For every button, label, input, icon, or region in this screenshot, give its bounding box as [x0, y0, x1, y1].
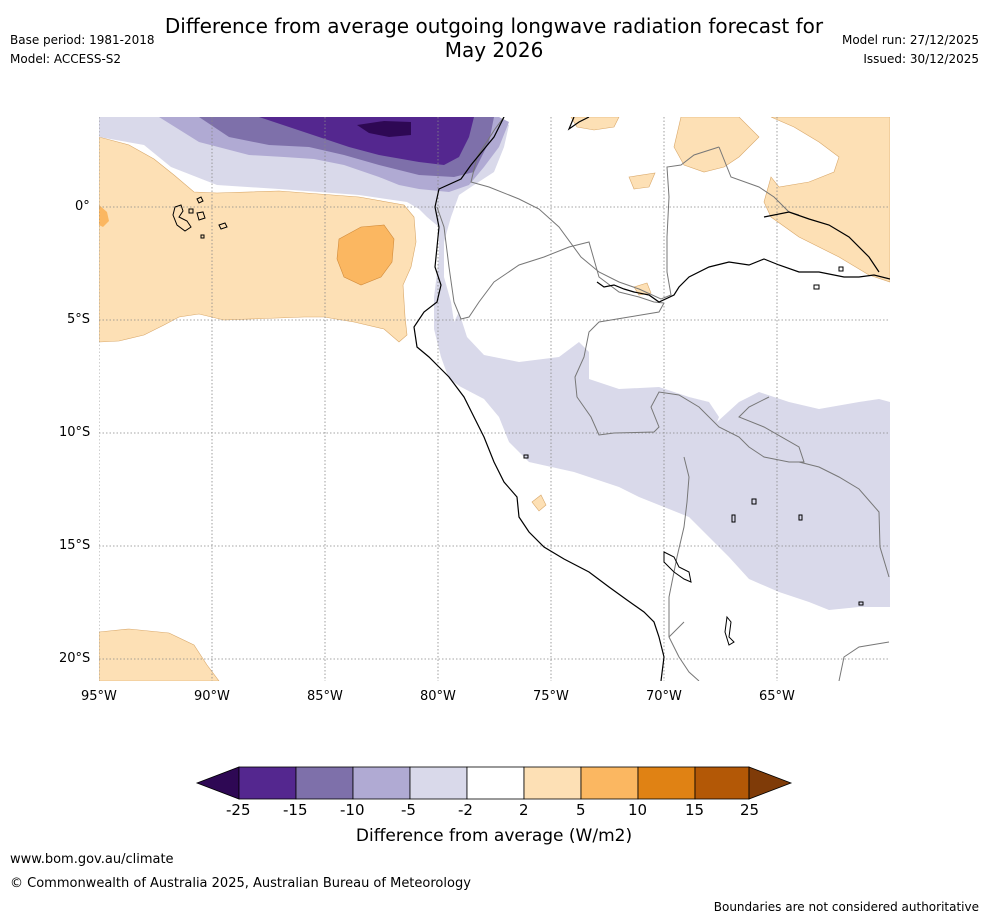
ocean-positive-anomaly	[99, 136, 417, 343]
footer-copyright: © Commonwealth of Australia 2025, Austra…	[10, 876, 471, 891]
lon-label-95w: 95°W	[81, 689, 117, 704]
issued-date: Issued: 30/12/2025	[863, 52, 979, 66]
negative-anomaly-15	[259, 117, 474, 165]
colorbar-bin-pos15	[694, 766, 750, 800]
colorbar-extend-high	[748, 766, 793, 800]
lat-label-0: 0°	[75, 199, 90, 214]
footer-url[interactable]: www.bom.gov.au/climate	[10, 852, 174, 867]
south-positive-anomaly	[99, 628, 220, 681]
negative-anomaly-2	[99, 117, 890, 610]
colorbar-tick: 2	[519, 801, 529, 819]
colorbar-label: Difference from average (W/m2)	[355, 826, 633, 846]
colorbar-tick: -10	[340, 801, 365, 819]
colorbar-tick: 25	[740, 801, 760, 819]
north-positive-anomaly-2	[673, 117, 760, 173]
colorbar-tick: -5	[401, 801, 416, 819]
colorbar-tick: 10	[628, 801, 648, 819]
lon-label-65w: 65°W	[759, 689, 795, 704]
lat-label-15s: 15°S	[59, 538, 91, 553]
colorbar-bin-pos5	[580, 766, 639, 800]
colorbar-bin-neg5	[409, 766, 468, 800]
edge-positive-anomaly	[99, 205, 109, 227]
lon-label-80w: 80°W	[420, 689, 456, 704]
small-positive-anomaly-1	[628, 172, 656, 190]
lat-label-20s: 20°S	[59, 651, 91, 666]
colorbar-tick: 15	[685, 801, 705, 819]
lat-label-10s: 10°S	[59, 425, 91, 440]
map-title: Difference from average outgoing longwav…	[0, 14, 988, 62]
colorbar-bin-neg10	[352, 766, 411, 800]
country-boundaries	[436, 117, 890, 681]
colorbar-tick: -15	[283, 801, 308, 819]
lon-label-85w: 85°W	[307, 689, 343, 704]
small-positive-anomaly-3	[531, 494, 547, 512]
model-run: Model run: 27/12/2025	[841, 33, 979, 47]
lon-label-70w: 70°W	[646, 689, 682, 704]
colorbar-tick: 5	[576, 801, 586, 819]
map-canvas	[99, 117, 890, 681]
north-positive-anomaly-1	[570, 117, 620, 131]
colorbar-bin-pos10	[637, 766, 696, 800]
strong-positive-anomaly	[336, 224, 395, 286]
lon-label-90w: 90°W	[194, 689, 230, 704]
title-line-1: Difference from average outgoing longwav…	[164, 14, 824, 38]
graticule	[99, 117, 890, 681]
colorbar-bin-neg15	[295, 766, 354, 800]
galapagos-islands	[172, 196, 228, 239]
colorbar-tick: -2	[458, 801, 473, 819]
lat-label-5s: 5°S	[67, 312, 91, 327]
lakes	[523, 266, 864, 646]
north-positive-anomaly-3	[763, 117, 890, 283]
colorbar-extend-low	[195, 766, 240, 800]
model-name: Model: ACCESS-S2	[10, 52, 122, 66]
colorbar-bin-pos2	[523, 766, 582, 800]
title-line-2: May 2026	[444, 38, 544, 62]
colorbar-bin-neg25	[238, 766, 297, 800]
negative-anomaly-25	[357, 121, 411, 137]
base-period: Base period: 1981-2018	[10, 33, 155, 47]
footer-disclaimer: Boundaries are not considered authoritat…	[713, 900, 979, 914]
colorbar-bin-neg2	[466, 766, 525, 800]
colorbar-tick: -25	[226, 801, 251, 819]
coastlines	[413, 117, 890, 681]
lon-label-75w: 75°W	[533, 689, 569, 704]
colorbar	[195, 766, 793, 800]
